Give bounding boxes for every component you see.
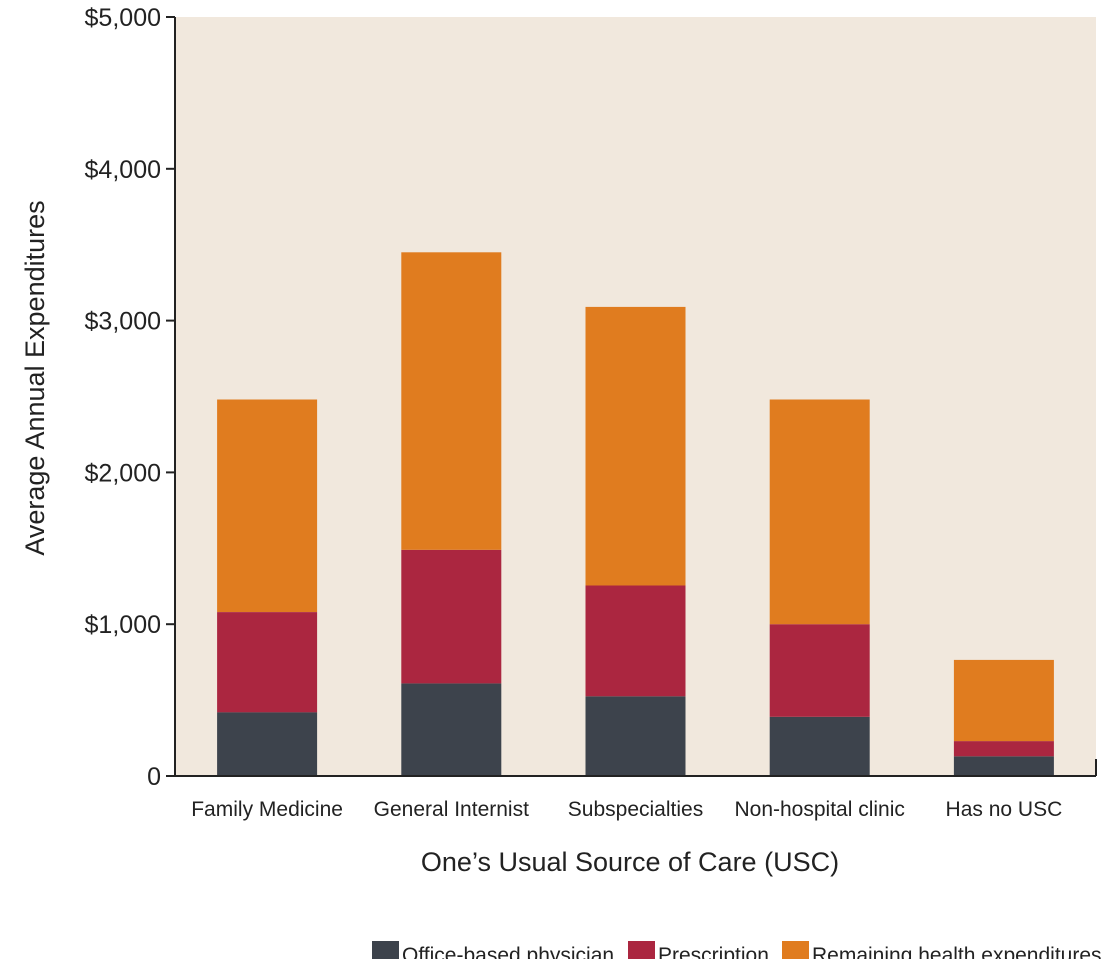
bar-segment-0-0 — [217, 712, 318, 776]
legend-swatch-0 — [372, 941, 399, 959]
bar-segment-3-0 — [769, 716, 870, 776]
bar-segment-1-0 — [401, 683, 502, 776]
x-tick-label-1: General Internist — [374, 798, 529, 821]
bar-segment-2-1 — [585, 585, 686, 697]
x-tick-label-4: Has no USC — [946, 798, 1063, 821]
y-tick-label-3: $3,000 — [85, 308, 161, 336]
legend-label-2: Remaining health expenditures — [812, 944, 1102, 959]
axes-group — [174, 17, 1097, 777]
bar-segment-2-0 — [585, 696, 686, 776]
y-tick-label-2: $2,000 — [85, 459, 161, 487]
y-tick-label-5: $5,000 — [85, 4, 161, 32]
legend-swatch-2 — [782, 941, 809, 959]
x-tick-label-3: Non-hospital clinic — [734, 798, 904, 821]
legend-label-0: Office-based physician — [402, 944, 614, 959]
x-axis-title: One’s Usual Source of Care (USC) — [421, 847, 839, 877]
x-ticks-group: Family Medicine General Internist Subspeci… — [191, 798, 1062, 821]
y-tick-label-1: $1,000 — [85, 611, 161, 639]
x-tick-label-2: Subspecialties — [568, 798, 703, 821]
legend-label-1: Prescription — [658, 944, 769, 959]
bar-segment-1-1 — [401, 549, 502, 684]
bar-segment-4-2 — [953, 659, 1054, 742]
bars-group — [217, 252, 1054, 776]
bar-segment-0-1 — [217, 612, 318, 713]
legend: Office-based physician Prescription Remain… — [372, 941, 1102, 959]
y-axis-title: Average Annual Expenditures — [20, 200, 50, 555]
bar-segment-4-0 — [953, 756, 1054, 776]
bar-segment-1-2 — [401, 252, 502, 550]
x-tick-label-0: Family Medicine — [191, 798, 343, 821]
bar-segment-4-1 — [953, 741, 1054, 757]
y-tick-label-4: $4,000 — [85, 156, 161, 184]
bar-segment-0-2 — [217, 399, 318, 612]
bar-segment-3-2 — [769, 399, 870, 625]
bar-segment-2-2 — [585, 306, 686, 586]
y-tick-label-0: 0 — [147, 763, 161, 791]
bar-segment-3-1 — [769, 624, 870, 717]
y-ticks-group: 0 $1,000 $2,000 $3,000 $4,000 $5,000 — [85, 4, 175, 791]
legend-swatch-1 — [628, 941, 655, 959]
